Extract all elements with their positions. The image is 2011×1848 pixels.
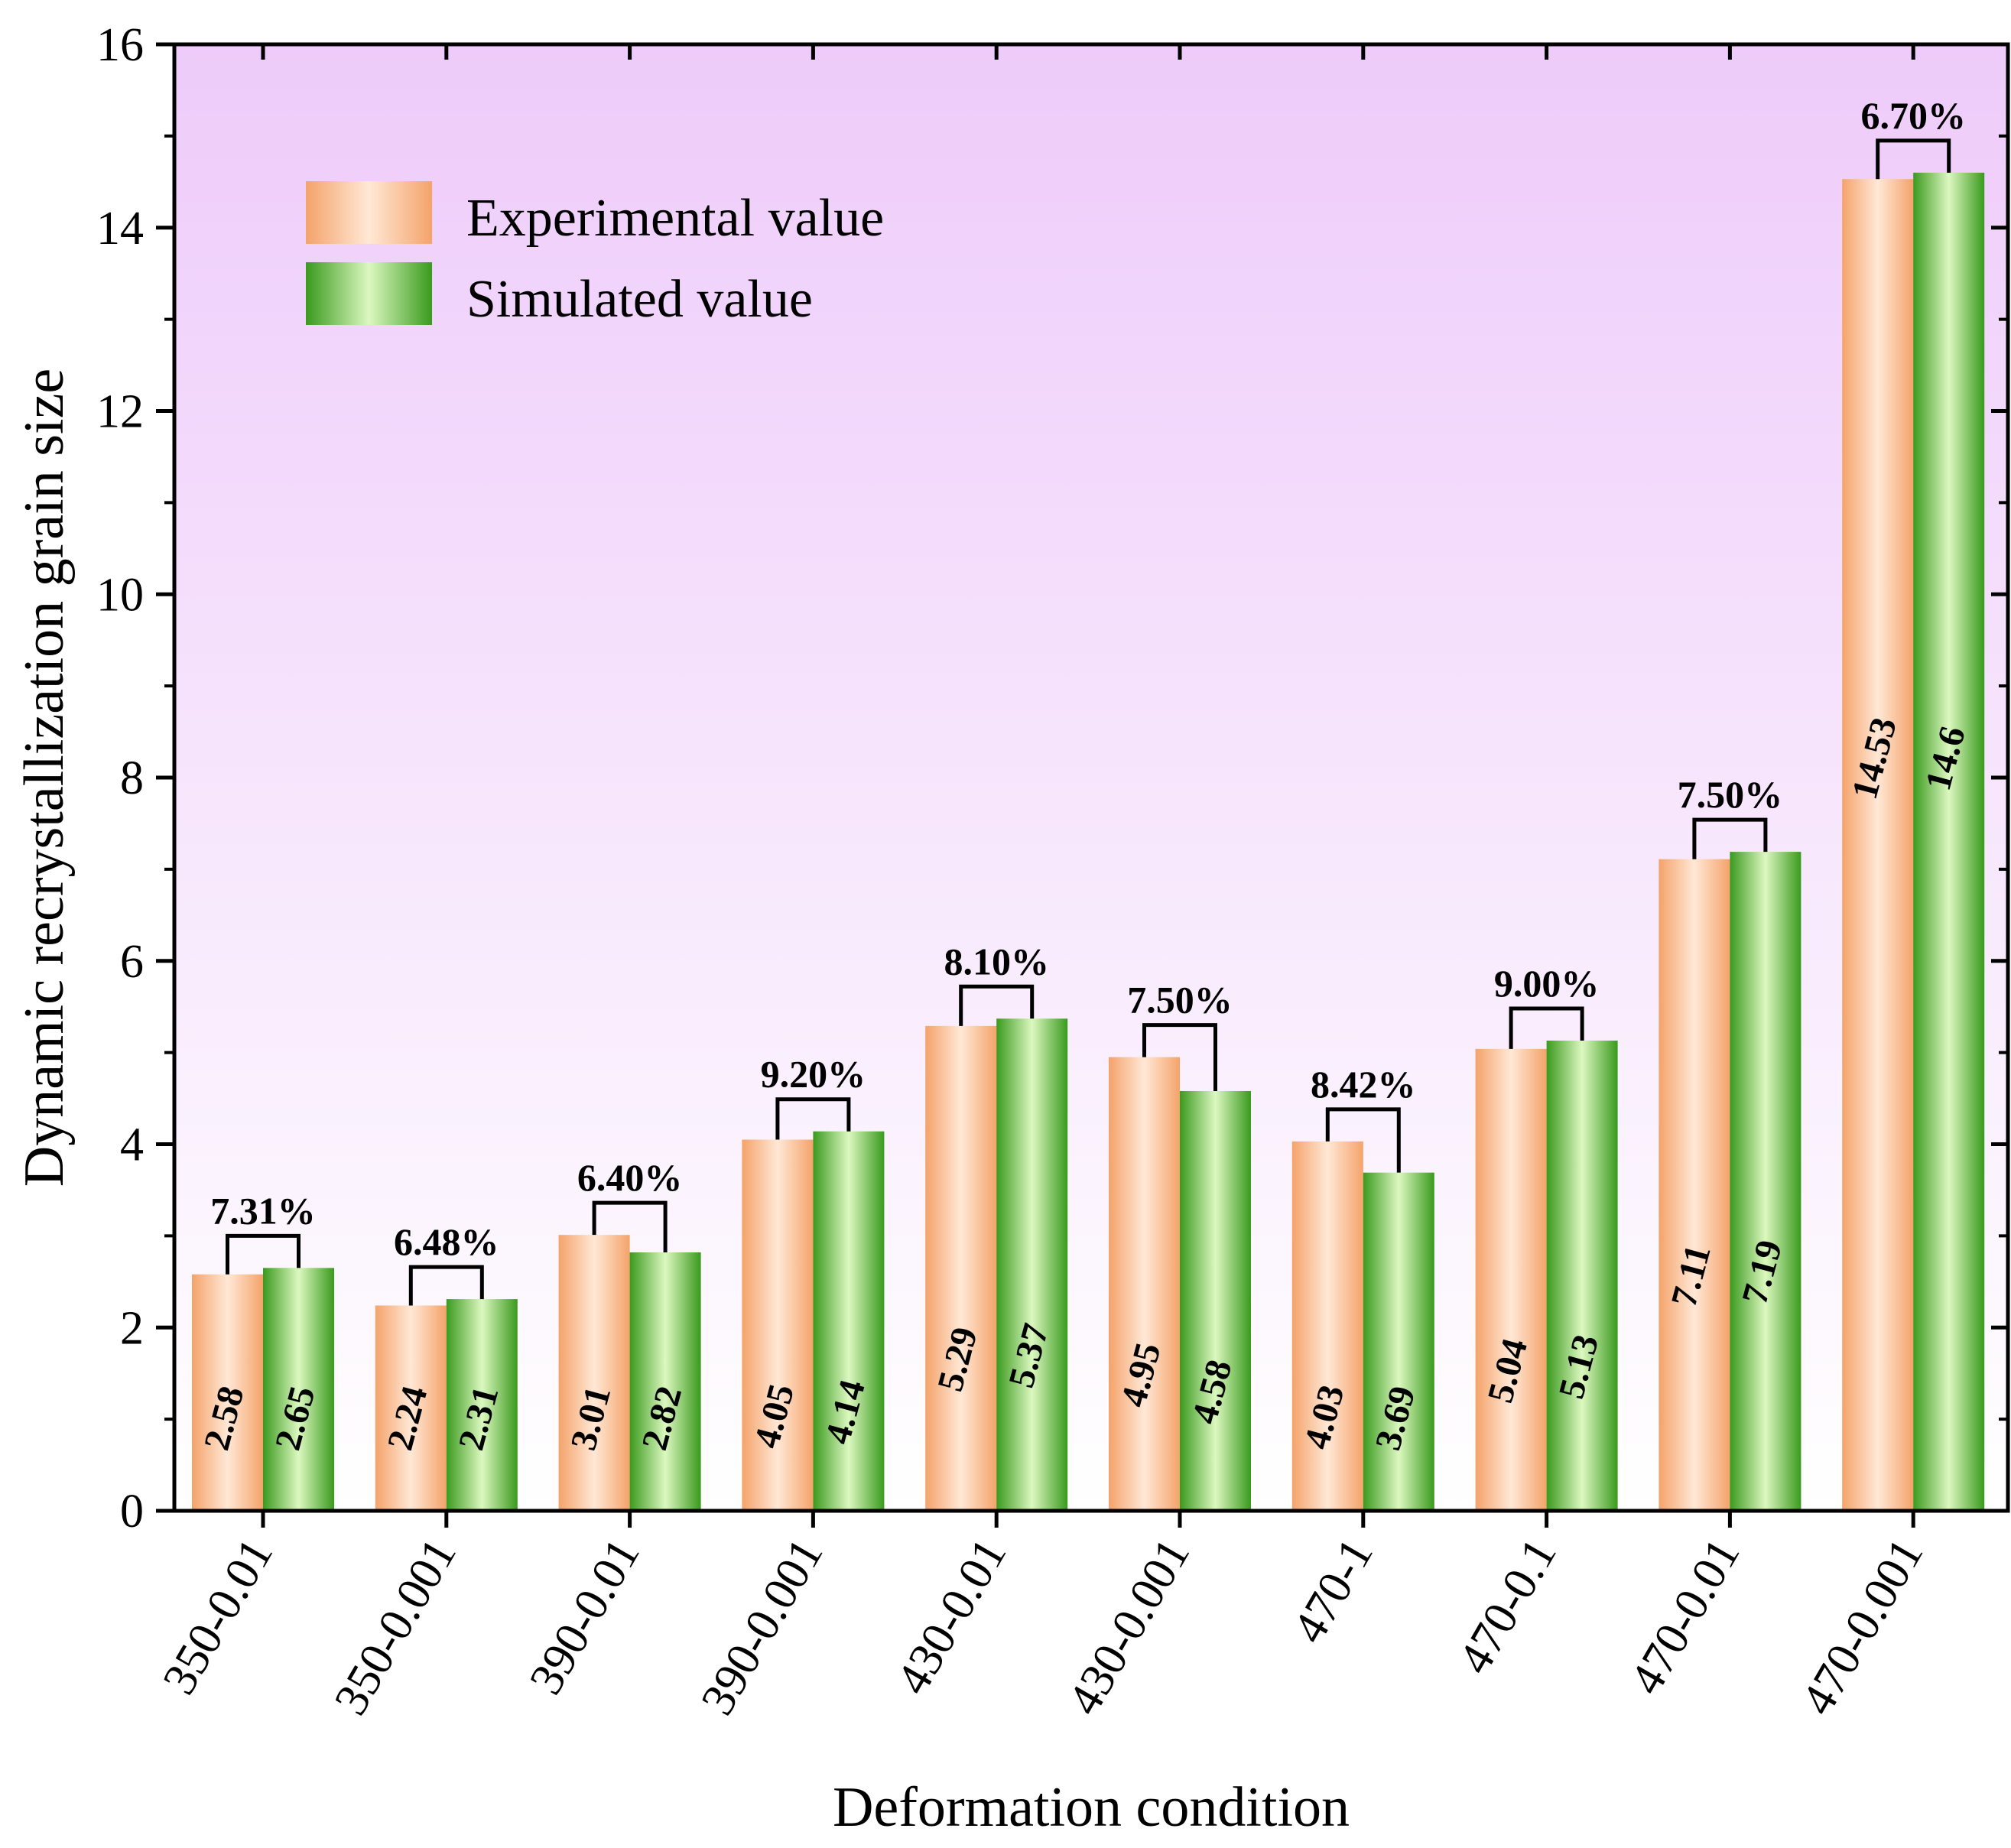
bar-simulated — [1180, 1090, 1251, 1511]
bar-experimental — [925, 1025, 997, 1511]
bar-experimental — [192, 1274, 263, 1511]
error-bracket — [408, 1265, 484, 1306]
error-percent-label: 8.10% — [944, 940, 1049, 982]
bars: 2.58 2.65 2.24 2.31 3.01 2.82 4.05 4.145.29 5.37… — [192, 172, 1985, 1512]
y-tick-label: 14 — [96, 203, 144, 255]
x-tick-label: 390-0.01 — [520, 1530, 650, 1703]
bar-simulated — [629, 1252, 701, 1511]
legend-label-simulated: Simulated value — [466, 270, 813, 329]
error-percent-label: 7.50% — [1127, 979, 1233, 1021]
error-percent-label: 6.70% — [1860, 94, 1966, 137]
bar-experimental — [1109, 1057, 1180, 1511]
error-bracket — [1876, 138, 1951, 180]
y-tick-label: 4 — [120, 1119, 144, 1171]
y-tick-label: 12 — [96, 386, 144, 438]
bar-experimental — [1291, 1141, 1363, 1511]
x-tick-label: 350-0.01 — [153, 1530, 283, 1703]
error-bracket — [1325, 1107, 1401, 1173]
error-bracket — [959, 984, 1035, 1026]
error-percent-label: 9.20% — [761, 1053, 866, 1096]
legend-swatch-simulated — [306, 262, 432, 325]
x-tick-label: 470-0.001 — [1792, 1530, 1933, 1723]
x-tick-label: 430-0.001 — [1058, 1530, 1200, 1723]
bar-experimental — [1842, 179, 1914, 1511]
y-tick-label: 10 — [96, 569, 144, 621]
error-bracket — [592, 1200, 668, 1252]
x-tick-label: 470-0.1 — [1448, 1530, 1566, 1683]
error-percent-label: 9.00% — [1494, 962, 1600, 1005]
error-bracket — [226, 1233, 301, 1275]
bar-experimental — [1475, 1048, 1547, 1511]
error-brackets: 7.31% 6.48% 6.40% 9.20% 8.10% 7.50% 8.42% 9.00%… — [210, 94, 1966, 1306]
error-bracket — [1692, 817, 1768, 859]
legend-label-experimental: Experimental value — [466, 189, 884, 248]
bar-simulated — [263, 1268, 334, 1511]
bar-simulated — [1546, 1041, 1618, 1511]
bar-simulated — [996, 1018, 1068, 1511]
error-percent-label: 7.31% — [210, 1189, 316, 1232]
error-bracket — [1509, 1006, 1584, 1049]
x-tick-label: 470-0.01 — [1620, 1530, 1750, 1703]
y-tick-label: 2 — [120, 1302, 144, 1354]
y-axis: 0 2 4 6 8 10 12 14 16 — [96, 19, 2008, 1538]
y-axis-title: Dynamic recrystallization grain size — [13, 369, 76, 1187]
x-tick-label: 430-0.01 — [886, 1530, 1016, 1703]
x-axis-title: Deformation condition — [833, 1776, 1350, 1839]
bar-experimental — [375, 1305, 447, 1511]
bar-experimental — [558, 1235, 630, 1511]
bar-experimental — [1659, 859, 1730, 1511]
bar-simulated — [1363, 1172, 1434, 1511]
error-percent-label: 6.40% — [577, 1156, 683, 1199]
legend: Experimental value Simulated value — [306, 181, 884, 329]
y-tick-label: 16 — [96, 19, 144, 71]
bar-simulated — [1913, 172, 1985, 1512]
bar-simulated — [446, 1299, 518, 1511]
x-tick-label: 390-0.001 — [691, 1530, 833, 1723]
y-tick-label: 6 — [120, 936, 144, 988]
y-tick-label: 8 — [120, 752, 144, 804]
bar-simulated — [813, 1131, 885, 1511]
error-percent-label: 8.42% — [1311, 1063, 1416, 1106]
x-tick-label: 350-0.001 — [324, 1530, 466, 1723]
error-bracket — [1142, 1023, 1217, 1091]
error-percent-label: 6.48% — [394, 1220, 499, 1263]
x-tick-label: 470-1 — [1283, 1530, 1383, 1652]
legend-swatch-experimental — [306, 181, 432, 244]
bar-simulated — [1730, 852, 1801, 1511]
error-percent-label: 7.50% — [1678, 773, 1783, 816]
error-bracket — [775, 1097, 851, 1140]
y-tick-label: 0 — [120, 1486, 144, 1538]
bar-experimental — [742, 1139, 814, 1511]
